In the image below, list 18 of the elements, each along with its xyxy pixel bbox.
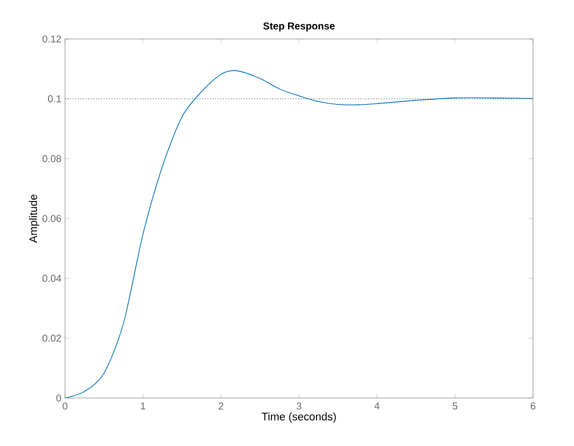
line-series [65, 70, 533, 398]
y-tick-label: 0.08 [42, 155, 62, 162]
x-tick-label: 6 [530, 402, 536, 410]
chart-title: Step Response [263, 22, 335, 32]
x-tick-label: 1 [141, 402, 146, 410]
x-tick-label: 2 [218, 402, 224, 410]
y-tick-label: 0.02 [42, 334, 61, 342]
x-tick-label: 3 [296, 402, 302, 410]
y-tick-label: 0 [56, 394, 62, 402]
y-tick-label: 0.04 [42, 274, 62, 282]
x-tick-label: 0 [62, 402, 68, 410]
y-tick-label: 0.06 [42, 214, 62, 222]
y-tick-label: 0.1 [48, 95, 62, 102]
x-tick-label: 4 [374, 402, 380, 410]
y-tick-label: 0.12 [42, 35, 61, 43]
x-tick-label: 5 [452, 402, 458, 410]
y-axis-title: Amplitude [29, 194, 40, 243]
x-axis-title: Time (seconds) [262, 412, 336, 423]
